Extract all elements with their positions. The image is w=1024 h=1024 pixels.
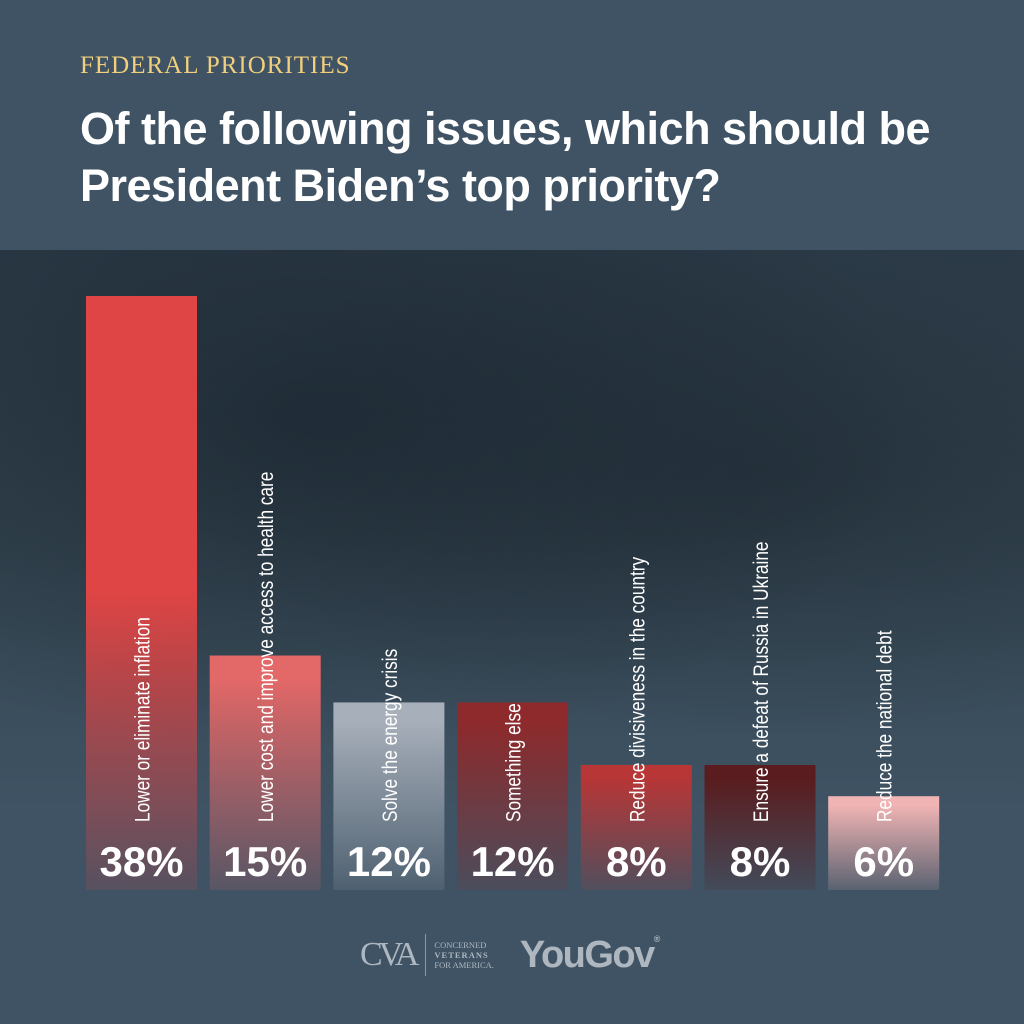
bar-7 xyxy=(828,796,940,890)
value-label: 38% xyxy=(99,838,183,885)
category-label: Lower cost and improve access to health … xyxy=(255,472,278,822)
bar-4 xyxy=(457,702,569,890)
logo-divider xyxy=(425,934,427,976)
value-label: 12% xyxy=(471,838,555,885)
cva-logo: CVA xyxy=(360,936,419,973)
bar-3 xyxy=(333,702,445,890)
value-label: 6% xyxy=(853,838,914,885)
yougov-logo: YouGov® xyxy=(519,933,661,976)
footer-logos: CVA CONCERNED VETERANS FOR AMERICA. YouG… xyxy=(360,930,661,980)
value-label: 8% xyxy=(730,838,791,885)
bar-1 xyxy=(86,296,197,890)
value-label: 15% xyxy=(223,838,307,885)
value-label: 8% xyxy=(606,838,667,885)
kicker: FEDERAL PRIORITIES xyxy=(80,52,351,79)
category-label: Ensure a defeat of Russia in Ukraine xyxy=(750,542,773,823)
category-label: Reduce the national debt xyxy=(874,630,897,822)
category-label: Lower or eliminate inflation xyxy=(132,617,155,822)
page-title: Of the following issues, which should be… xyxy=(80,103,931,211)
bar-5 xyxy=(580,764,692,890)
bar-2 xyxy=(209,655,321,890)
value-label: 12% xyxy=(347,838,431,885)
cva-logo-text: CONCERNED VETERANS FOR AMERICA. xyxy=(434,940,494,970)
category-label: Something else xyxy=(503,703,526,822)
category-label: Solve the energy crisis xyxy=(379,649,402,822)
category-label: Reduce divisiveness in the country xyxy=(626,556,649,822)
bar-6 xyxy=(704,764,816,890)
